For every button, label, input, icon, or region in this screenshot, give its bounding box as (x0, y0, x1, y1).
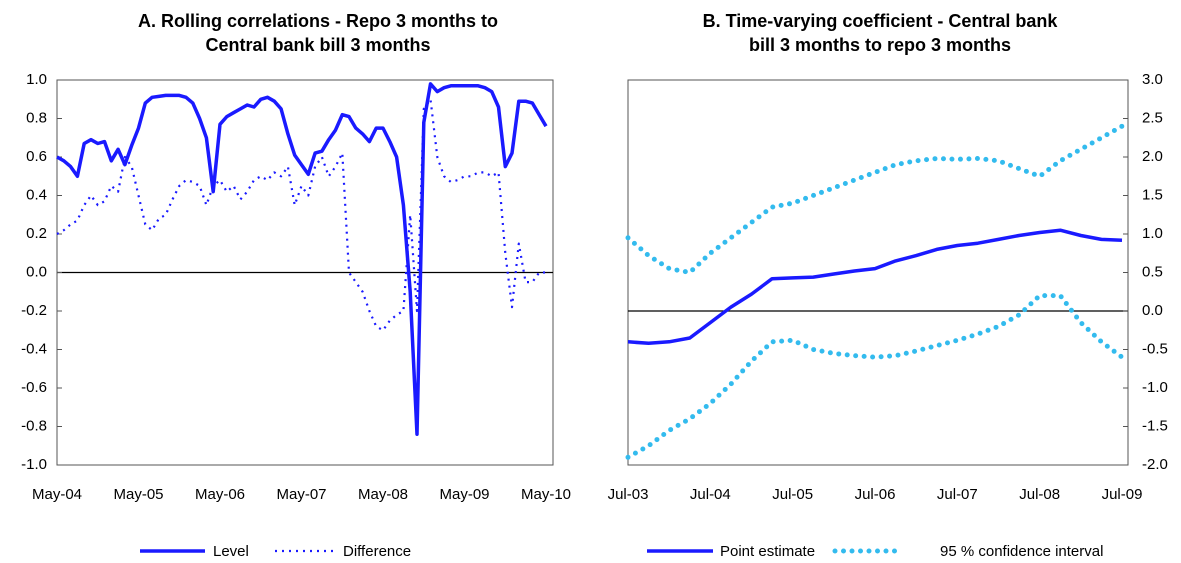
y-tick-label: 0.8 (26, 109, 47, 126)
y-tick-label: 2.5 (1142, 109, 1163, 126)
y-tick-label: 0.5 (1142, 263, 1163, 280)
series-line (56, 98, 546, 332)
x-tick-label: Jul-07 (937, 486, 978, 503)
y-tick-label: 0.4 (26, 186, 47, 203)
x-tick-label: May-06 (195, 486, 245, 503)
legend-label: Point estimate (720, 543, 815, 560)
series-line (627, 228, 1123, 346)
chart-title: B. Time-varying coefficient - Central ba… (703, 11, 1059, 31)
chart-title: A. Rolling correlations - Repo 3 months … (138, 11, 498, 31)
y-tick-label: -0.5 (1142, 340, 1168, 357)
y-tick-label: 0.0 (1142, 302, 1163, 319)
y-tick-label: 0.6 (26, 148, 47, 165)
y-tick-label: -1.0 (21, 456, 47, 473)
legend-label: 95 % confidence interval (940, 543, 1103, 560)
x-tick-label: May-05 (113, 486, 163, 503)
x-tick-label: Jul-09 (1102, 486, 1143, 503)
series-line (625, 293, 1125, 460)
x-tick-label: Jul-05 (772, 486, 813, 503)
x-tick-label: Jul-08 (1019, 486, 1060, 503)
y-tick-label: 2.0 (1142, 148, 1163, 165)
plot-area (627, 79, 1129, 466)
y-tick-label: -0.8 (21, 417, 47, 434)
y-tick-label: -1.5 (1142, 417, 1168, 434)
x-tick-label: Jul-04 (690, 486, 731, 503)
y-tick-label: 0.2 (26, 225, 47, 242)
y-tick-label: -2.0 (1142, 456, 1168, 473)
y-tick-label: -0.4 (21, 340, 47, 357)
y-tick-label: -0.2 (21, 302, 47, 319)
y-tick-label: 3.0 (1142, 71, 1163, 88)
x-tick-label: May-10 (521, 486, 571, 503)
y-tick-label: 0.0 (26, 263, 47, 280)
y-tick-label: 1.5 (1142, 186, 1163, 203)
y-tick-label: -0.6 (21, 379, 47, 396)
x-tick-label: May-09 (439, 486, 489, 503)
y-tick-label: 1.0 (1142, 225, 1163, 242)
x-tick-label: Jul-06 (855, 486, 896, 503)
series-line (625, 123, 1125, 275)
x-tick-label: May-08 (358, 486, 408, 503)
legend-label: Level (213, 543, 249, 560)
series-line (56, 82, 548, 436)
x-tick-label: Jul-03 (608, 486, 649, 503)
y-tick-label: -1.0 (1142, 379, 1168, 396)
x-tick-label: May-07 (276, 486, 326, 503)
chart-title: Central bank bill 3 months (205, 35, 430, 55)
legend-label: Difference (343, 543, 411, 560)
y-tick-label: 1.0 (26, 71, 47, 88)
x-tick-label: May-04 (32, 486, 82, 503)
chart-title: bill 3 months to repo 3 months (749, 35, 1011, 55)
